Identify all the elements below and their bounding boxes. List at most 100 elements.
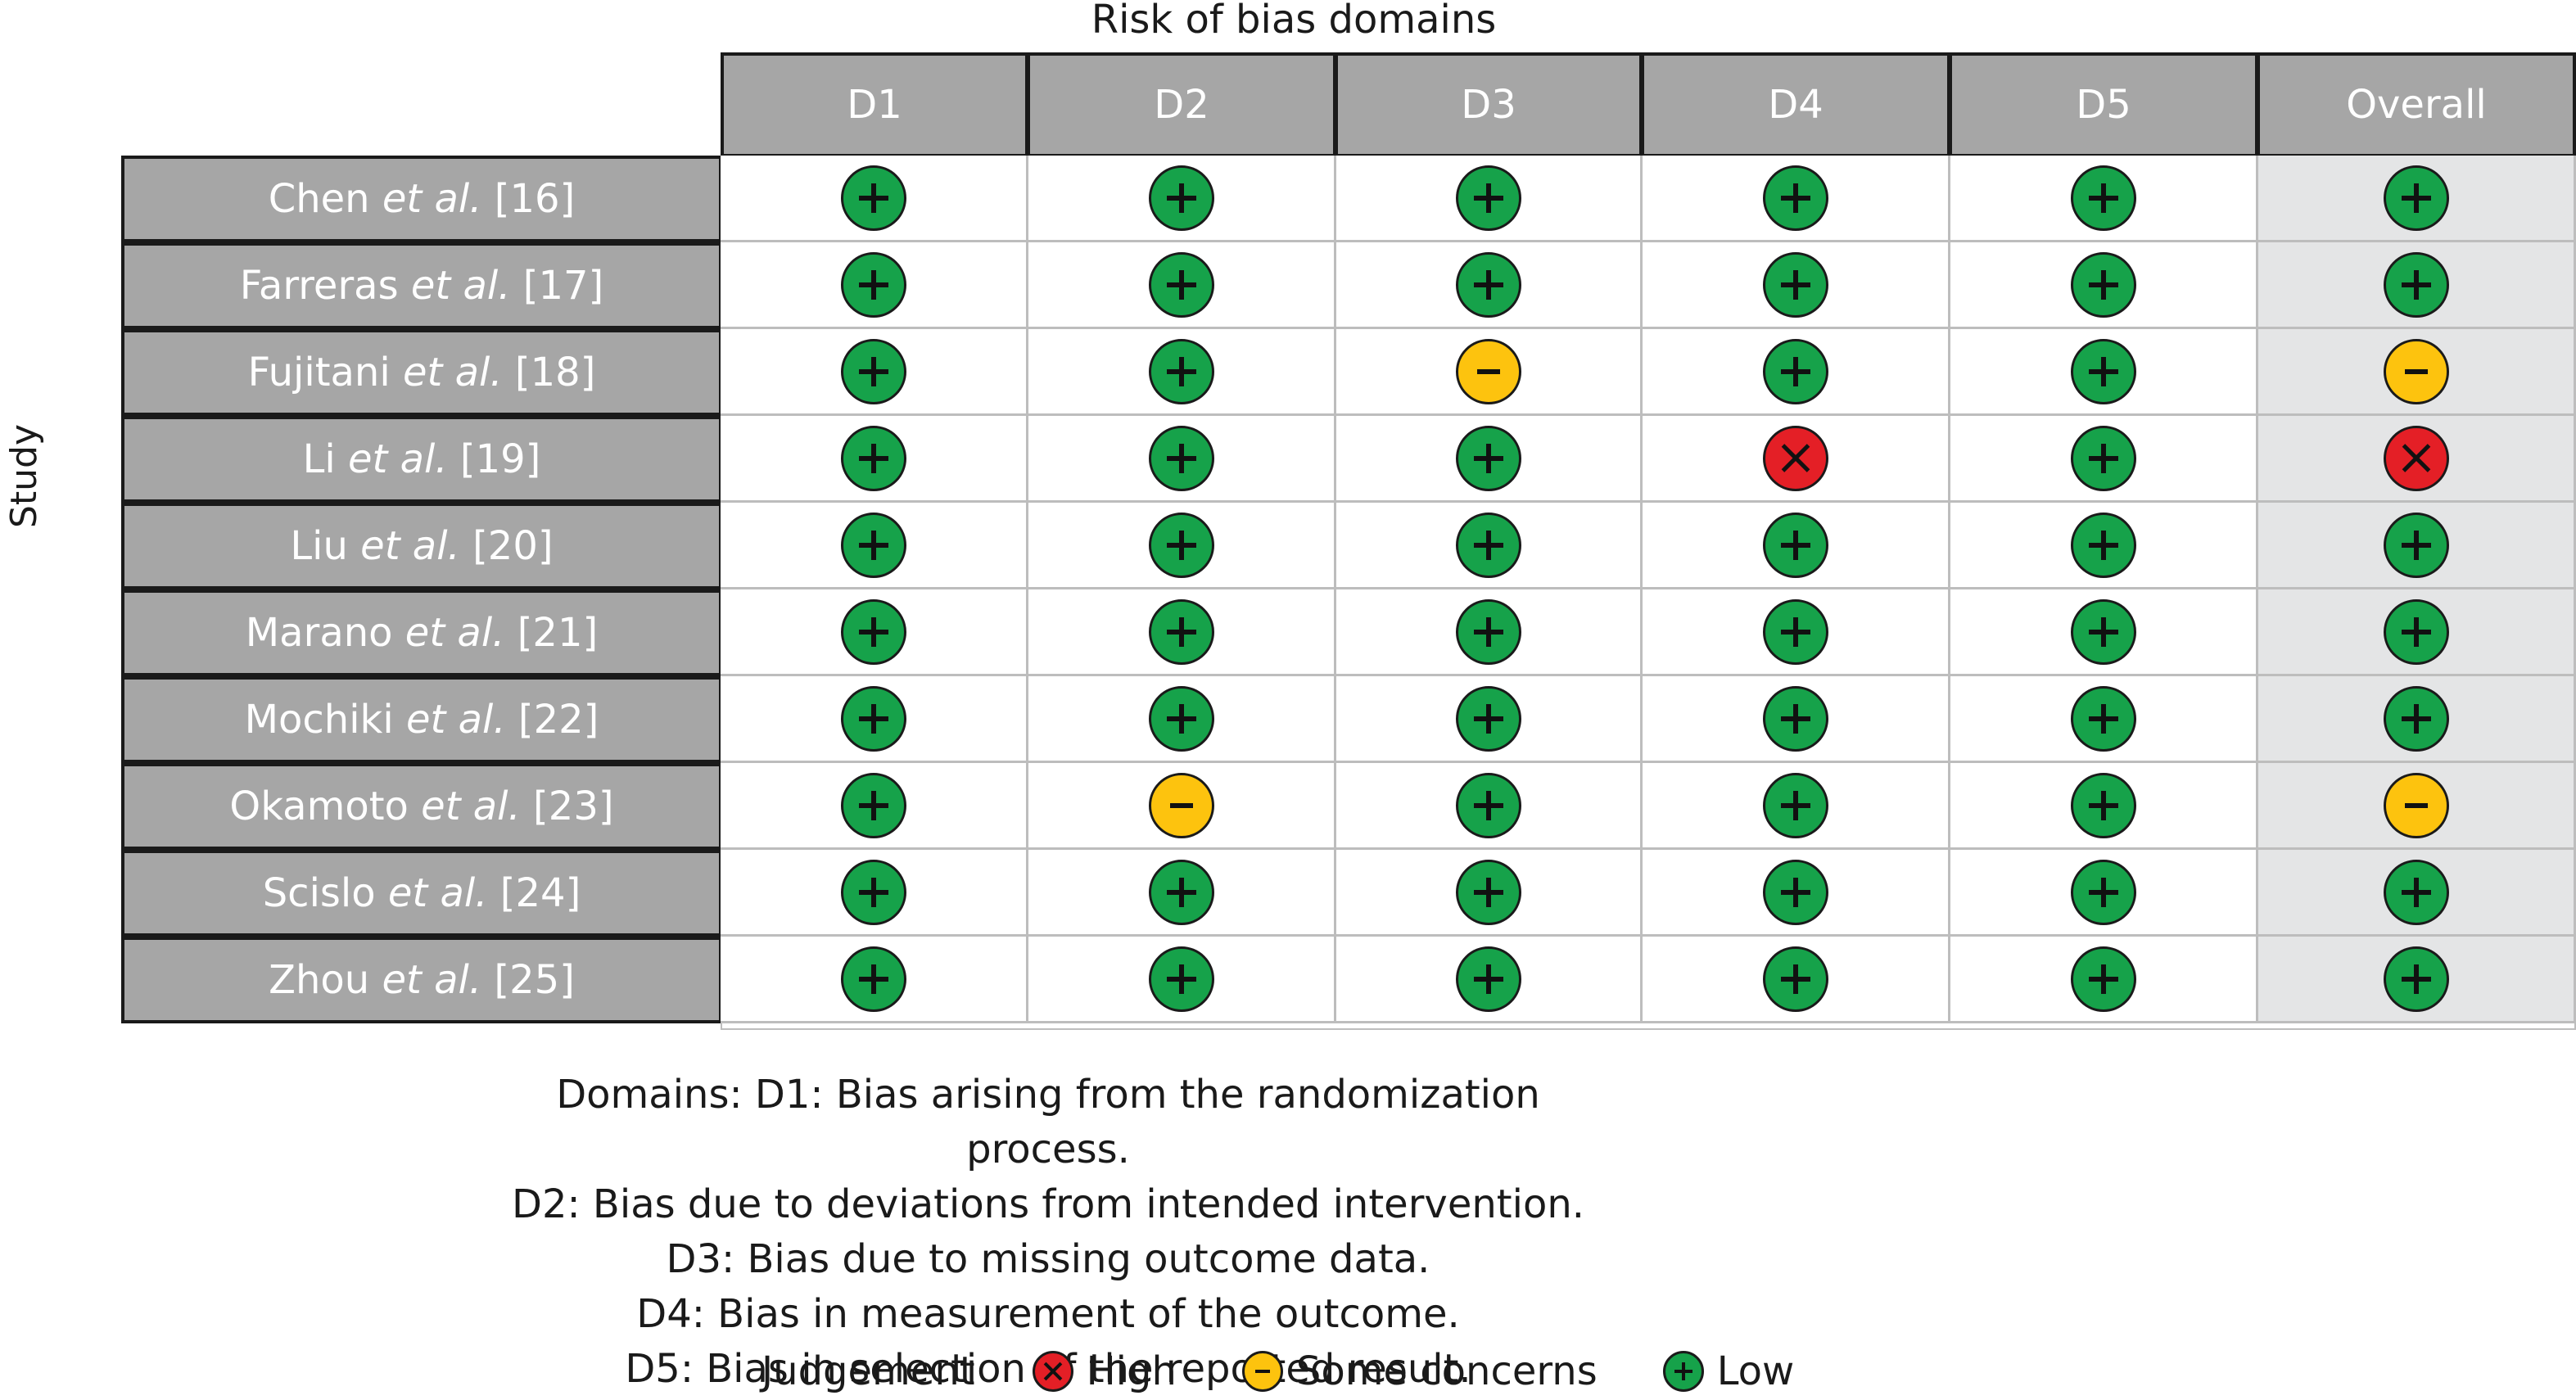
study-reference: [24]: [499, 870, 581, 916]
judgement-cell: [2258, 937, 2576, 1023]
study-etal: et al.: [410, 263, 511, 309]
low-risk-plus-icon: [1455, 512, 1521, 578]
study-label: Okamoto et al. [23]: [121, 763, 722, 850]
low-risk-plus-icon: [1148, 598, 1214, 665]
judgement-cell: [1950, 850, 2258, 937]
study-label: Liu et al. [20]: [121, 503, 722, 589]
legend-title: Judgement: [762, 1348, 975, 1394]
x-icon: [1032, 1351, 1073, 1392]
some-concerns-minus-icon: [2383, 772, 2449, 838]
study-reference: [22]: [517, 697, 599, 743]
judgement-cell: [1028, 589, 1336, 676]
judgement-cell: [1950, 416, 2258, 503]
judgement-cell: [1336, 589, 1643, 676]
domain-header-d2: D2: [1027, 52, 1336, 157]
low-risk-plus-icon: [1148, 685, 1214, 752]
study-author: Chen: [268, 176, 370, 222]
judgement-cell: [1643, 503, 1950, 589]
judgement-cell: [1336, 242, 1643, 329]
judgement-cell: [2258, 589, 2576, 676]
judgement-cell: [2258, 156, 2576, 242]
low-risk-plus-icon: [1762, 946, 1828, 1012]
study-label: Scislo et al. [24]: [121, 850, 722, 937]
plus-icon: [1662, 1351, 1704, 1392]
low-risk-plus-icon: [1762, 772, 1828, 838]
judgement-cell: [1028, 503, 1336, 589]
judgement-cell: [1336, 763, 1643, 850]
legend-label: Some concerns: [1295, 1348, 1598, 1394]
study-label: Farreras et al. [17]: [121, 242, 722, 329]
low-risk-plus-icon: [1762, 512, 1828, 578]
study-etal: et al.: [382, 176, 482, 222]
study-label: Marano et al. [21]: [121, 589, 722, 676]
judgement-cell: [1643, 416, 1950, 503]
low-risk-plus-icon: [2383, 946, 2449, 1012]
low-risk-plus-icon: [1148, 425, 1214, 491]
judgement-cell: [1336, 416, 1643, 503]
study-reference: [25]: [494, 957, 575, 1003]
low-risk-plus-icon: [2070, 859, 2136, 925]
study-label: Zhou et al. [25]: [121, 937, 722, 1023]
legend-item-low: Low: [1662, 1348, 1794, 1394]
low-risk-plus-icon: [1455, 165, 1521, 231]
some-concerns-minus-icon: [1148, 772, 1214, 838]
low-risk-plus-icon: [840, 598, 906, 665]
judgement-cell: [721, 589, 1028, 676]
low-risk-plus-icon: [2070, 512, 2136, 578]
low-risk-plus-icon: [2383, 512, 2449, 578]
low-risk-plus-icon: [840, 425, 906, 491]
study-etal: et al.: [347, 436, 448, 482]
study-label: Chen et al. [16]: [121, 156, 722, 242]
low-risk-plus-icon: [2070, 251, 2136, 318]
domain-note-line: D3: Bias due to missing outcome data.: [666, 1236, 1430, 1282]
study-etal: et al.: [421, 784, 521, 829]
legend-items: High Some concerns Low: [1032, 1348, 1794, 1394]
low-risk-plus-icon: [1148, 338, 1214, 404]
high-risk-x-icon: [1762, 425, 1828, 491]
study-author: Marano: [245, 610, 393, 656]
domain-note-line: Domains: D1: Bias arising from the rando…: [556, 1072, 1540, 1172]
high-risk-x-icon: [2383, 425, 2449, 491]
study-reference: [23]: [533, 784, 614, 829]
low-risk-plus-icon: [2383, 165, 2449, 231]
domain-header-d3: D3: [1335, 52, 1643, 157]
low-risk-plus-icon: [1455, 859, 1521, 925]
judgement-cell: [1643, 676, 1950, 763]
judgement-cell: [721, 937, 1028, 1023]
domain-header-d4: D4: [1641, 52, 1950, 157]
legend-item-some: Some concerns: [1241, 1348, 1598, 1394]
judgement-cell: [1028, 242, 1336, 329]
judgement-cell: [1643, 589, 1950, 676]
judgement-cell: [1643, 156, 1950, 242]
judgement-cell: [1028, 763, 1336, 850]
study-axis-label: Study: [3, 423, 45, 528]
study-label: Li et al. [19]: [121, 416, 722, 503]
study-etal: et al.: [387, 870, 488, 916]
study-author: Mochiki: [244, 697, 394, 743]
study-author: Okamoto: [229, 784, 409, 829]
low-risk-plus-icon: [1455, 685, 1521, 752]
judgement-cell: [721, 503, 1028, 589]
study-reference: [21]: [517, 610, 599, 656]
low-risk-plus-icon: [2070, 338, 2136, 404]
low-risk-plus-icon: [840, 512, 906, 578]
judgement-cell: [1336, 329, 1643, 416]
judgement-cell: [1950, 589, 2258, 676]
domain-header-d5: D5: [1949, 52, 2258, 157]
low-risk-plus-icon: [840, 685, 906, 752]
study-etal: et al.: [360, 523, 460, 569]
study-label: Mochiki et al. [22]: [121, 676, 722, 763]
study-author: Zhou: [269, 957, 370, 1003]
judgement-cell: [1950, 156, 2258, 242]
domain-note-line: D2: Bias due to deviations from intended…: [512, 1181, 1584, 1227]
low-risk-plus-icon: [1148, 512, 1214, 578]
judgement-cell: [2258, 503, 2576, 589]
judgement-cell: [1028, 676, 1336, 763]
judgement-cell: [1336, 503, 1643, 589]
judgement-cell: [1950, 676, 2258, 763]
low-risk-plus-icon: [1762, 859, 1828, 925]
judgement-cell: [1336, 676, 1643, 763]
low-risk-plus-icon: [2070, 425, 2136, 491]
judgement-cell: [1336, 937, 1643, 1023]
some-concerns-minus-icon: [1455, 338, 1521, 404]
